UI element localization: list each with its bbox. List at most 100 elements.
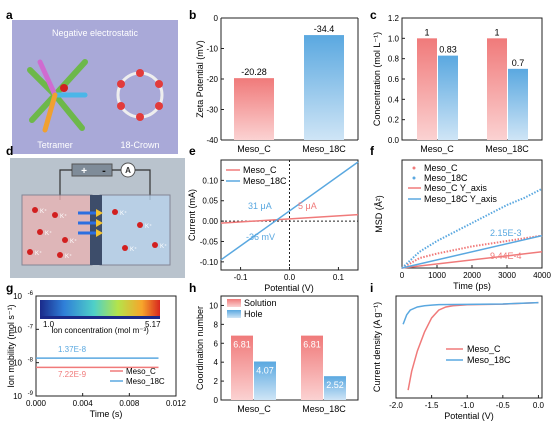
crown-label: 18-Crown <box>120 140 159 150</box>
panel-g-xtick-1: 0.004 <box>73 399 94 408</box>
panel-i-xtick-1: -1.5 <box>425 401 439 410</box>
panel-i-ylabel: Current density (A g⁻¹) <box>372 302 382 392</box>
panel-c-bar-0-1 <box>438 55 458 140</box>
panel-a: a Negative electrostatic Tetramer 18-Cro… <box>6 8 178 154</box>
panel-a-background <box>12 20 178 154</box>
panel-c-value-0-0: 1 <box>424 27 429 37</box>
panel-h: h 0 2 4 6 8 10 6.81 4.07 6.81 2.52 Solution Hole… <box>189 281 359 414</box>
panel-c-ytick-3: 0.6 <box>388 75 400 84</box>
panel-g-ytick-3: 10 <box>13 292 22 301</box>
panel-f: f 0 1000 2000 3000 4000 Meso_C Meso_18C Meso… <box>370 144 551 291</box>
panel-f-ylabel: MSD (Å²) <box>374 195 384 233</box>
panel-f-legend: Meso_C Meso_18C Meso_C Y_axis Meso_18C Y… <box>408 163 497 204</box>
panel-b: b 0 -10 -20 -30 -40 -20.28 -34.4 Meso_C Meso_… <box>189 8 359 154</box>
panel-e-xlabel: Potential (V) <box>264 283 314 293</box>
left-chamber <box>21 194 93 266</box>
panel-g-xtick-0: 0.000 <box>26 399 47 408</box>
panel-e-xtick-2: 0.1 <box>333 273 345 282</box>
ion-0 <box>32 207 38 213</box>
panel-h-ytick-0: 0 <box>214 396 219 405</box>
panel-f-legend-18c-yaxis: Meso_18C Y_axis <box>424 194 497 204</box>
panel-e-ylabel: Current (mA) <box>187 189 197 241</box>
panel-i-xtick-0: -2.0 <box>389 401 403 410</box>
panel-e-annotation-36mV: -36 mV <box>246 232 275 242</box>
panel-g-ytick-exp-3: -6 <box>28 291 34 297</box>
panel-b-bar-1 <box>304 35 344 140</box>
ammeter-label: A <box>125 166 131 175</box>
ion-label-4: K⁺ <box>35 250 42 257</box>
panel-g-lines <box>36 357 159 369</box>
panel-a-title: Negative electrostatic <box>52 28 139 38</box>
panel-f-annotation-18c: 2.15E-3 <box>490 228 522 238</box>
panel-c-bar-1-0 <box>487 38 507 141</box>
panel-b-bars: -20.28 -34.4 <box>234 24 344 140</box>
panel-f-xtick-1: 1000 <box>428 271 446 280</box>
panel-f-xlabel: Time (ps) <box>453 281 491 291</box>
ion-9 <box>152 242 158 248</box>
panel-g-ytick-exp-0: -9 <box>28 391 34 397</box>
panel-h-bar-1-1 <box>324 376 346 400</box>
ion-2 <box>37 229 43 235</box>
panel-b-ytick-4: -40 <box>206 136 218 145</box>
panel-f-line-2 <box>401 251 543 269</box>
tetramer-illustration <box>27 59 88 133</box>
panel-c-ytick-0: 0.0 <box>388 136 400 145</box>
panel-label-d: d <box>6 144 13 158</box>
panel-e-ytick-2: 0.00 <box>202 217 218 226</box>
panel-h-xtick-1: Meso_18C <box>302 404 346 414</box>
ion-label-2: K⁺ <box>45 230 52 237</box>
panel-g-ytick-1: 10 <box>13 359 22 368</box>
flux-arrows <box>78 209 103 237</box>
panel-b-ytick-1: -10 <box>206 45 218 54</box>
battery-icon <box>71 163 113 177</box>
panel-f-line-0 <box>401 234 543 269</box>
crown-illustration <box>116 69 164 121</box>
panel-d: d + - A K⁺ K⁺ K⁺ K⁺ K⁺ K⁺ K⁺ K⁺ K⁺ K⁺ <box>6 144 185 278</box>
panel-h-bar-0-0 <box>231 335 253 400</box>
panel-h-bar-1-0 <box>301 335 323 400</box>
ion-3 <box>62 237 68 243</box>
panel-label-a: a <box>6 8 13 22</box>
panel-f-xtick-4: 4000 <box>533 271 551 280</box>
panel-e: e -0.1 0.0 0.1 -0.10 -0.05 0.00 0.05 0.10 Meso_… <box>187 144 359 293</box>
panel-f-line-1 <box>401 187 543 269</box>
panel-h-yticks: 0 2 4 6 8 10 <box>209 301 224 405</box>
panel-f-xtick-2: 2000 <box>463 271 481 280</box>
colorbar-min: 1.0 <box>43 320 55 329</box>
panel-i-xlabel: Potential (V) <box>444 411 494 421</box>
panel-e-ytick-1: -0.05 <box>200 237 219 246</box>
panel-b-xtick-0: Meso_C <box>237 144 271 154</box>
ion-4 <box>27 249 33 255</box>
panel-e-ytick-4: 0.10 <box>202 176 218 185</box>
panel-c-ytick-1: 0.2 <box>388 116 400 125</box>
panel-g-annotation-c: 7.22E-9 <box>58 370 87 379</box>
panel-g: g 0.000 0.004 0.008 0.012 10 -9 10 -8 10 -7 10 -6 1… <box>6 281 187 419</box>
panel-h-xtick-0: Meso_C <box>237 404 271 414</box>
panel-c-value-1-1: 0.7 <box>512 58 525 68</box>
panel-f-legend-c: Meso_C <box>424 163 458 173</box>
panel-h-ylabel: Coordination number <box>195 306 205 390</box>
panel-b-yticks: 0 -10 -20 -30 -40 <box>206 14 224 145</box>
panel-h-ytick-2: 4 <box>214 358 219 367</box>
panel-c-xtick-0: Meso_C <box>420 144 454 154</box>
panel-c-bars: 1 0.83 1 0.7 <box>417 27 528 141</box>
panel-f-xtick-3: 3000 <box>498 271 516 280</box>
panel-label-g: g <box>6 281 13 295</box>
panel-c-value-0-1: 0.83 <box>439 45 457 55</box>
panel-g-ytick-exp-2: -7 <box>28 324 34 330</box>
panel-e-annotation-5uA: 5 μA <box>298 201 317 211</box>
panel-e-ytick-3: 0.05 <box>202 197 218 206</box>
panel-label-c: c <box>370 8 377 22</box>
panel-h-ytick-5: 10 <box>209 301 218 310</box>
ion-7 <box>137 222 143 228</box>
panel-i-line-1 <box>402 301 539 325</box>
ion-label-7: K⁺ <box>145 223 152 230</box>
panel-e-legend-18c: Meso_18C <box>243 176 287 186</box>
panel-i-legend-18c: Meso_18C <box>467 355 511 365</box>
panel-g-legend-18c: Meso_18C <box>126 377 165 386</box>
panel-g-xtick-2: 0.008 <box>119 399 140 408</box>
panel-e-xtick-1: 0.0 <box>284 273 296 282</box>
panel-c-yticks: 0.0 0.2 0.4 0.6 0.8 1.0 1.2 <box>388 14 405 145</box>
ion-5 <box>57 252 63 258</box>
panel-i-xtick-3: -0.5 <box>496 401 510 410</box>
